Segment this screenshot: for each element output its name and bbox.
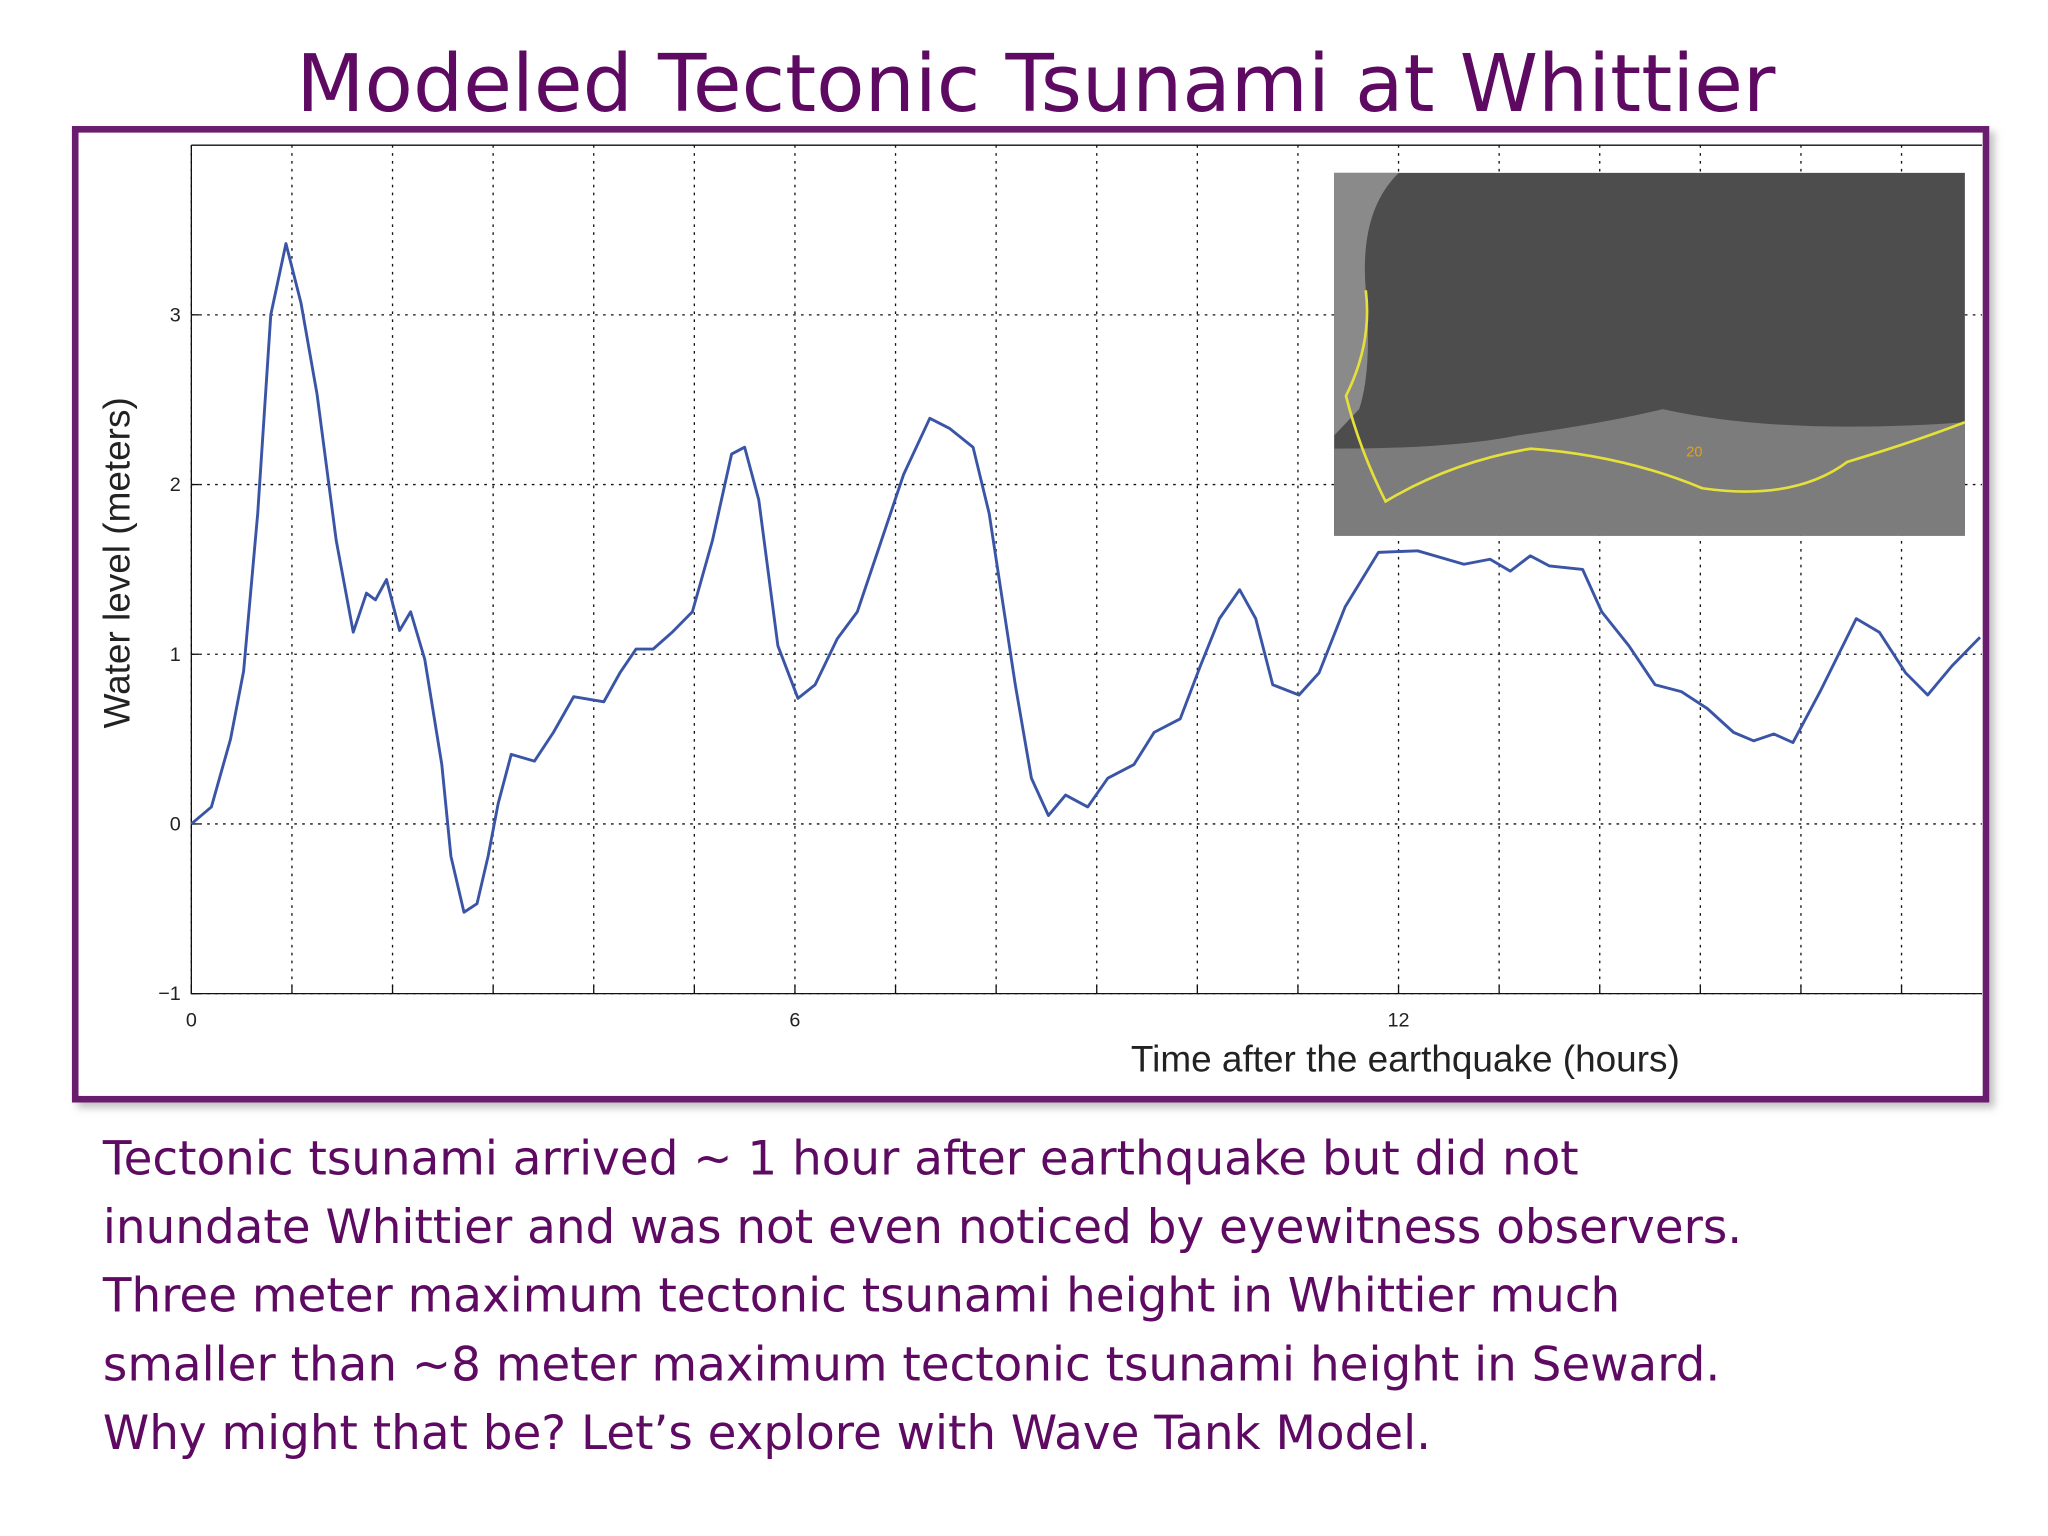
map-outline — [1344, 290, 1966, 504]
map-land — [1334, 409, 1965, 536]
slide-title: Modeled Tectonic Tsunami at Whittier — [296, 38, 1776, 130]
y-axis-title: Water level (meters) — [96, 397, 137, 728]
map-label: 20 — [1686, 445, 1702, 461]
body-line: smaller than ~8 meter maximum tectonic t… — [103, 1338, 1720, 1392]
y-tick-label: −1 — [158, 983, 181, 1005]
y-tick-label: 0 — [170, 814, 181, 836]
body-line: Three meter maximum tectonic tsunami hei… — [102, 1270, 1620, 1324]
body-text: Tectonic tsunami arrived ~ 1 hour after … — [102, 1132, 1742, 1460]
body-line: Why might that be? Let’s explore with Wa… — [103, 1407, 1431, 1461]
body-line: Tectonic tsunami arrived ~ 1 hour after … — [102, 1132, 1579, 1186]
data-line — [190, 242, 1982, 914]
x-axis-title: Time after the earthquake (hours) — [1131, 1039, 1680, 1080]
y-tick-label: 3 — [170, 304, 181, 326]
x-tick-label: 0 — [186, 1010, 197, 1032]
x-tick-label: 6 — [789, 1010, 800, 1032]
y-tick-label: 2 — [170, 474, 181, 496]
x-tick-label: 12 — [1388, 1010, 1410, 1032]
axes-box — [190, 144, 1983, 995]
inset-map: 20 — [1334, 172, 1966, 536]
body-line: inundate Whittier and was not even notic… — [103, 1201, 1742, 1255]
y-tick-label: 1 — [170, 644, 181, 666]
